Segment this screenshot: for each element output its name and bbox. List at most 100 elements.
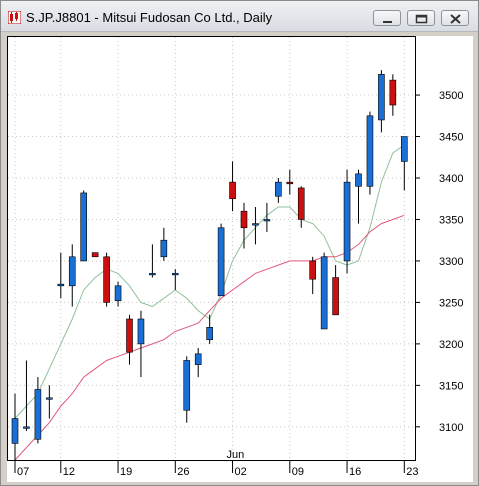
- candle-body-down: [297, 187, 305, 220]
- candle: [297, 186, 305, 228]
- candle-body-up: [378, 74, 385, 121]
- candle-body-down: [240, 210, 248, 229]
- restore-button[interactable]: [407, 10, 435, 26]
- y-tick-label: 3200: [439, 339, 463, 351]
- candle-body-up: [149, 273, 156, 276]
- candle: [23, 360, 30, 431]
- candle: [206, 314, 213, 344]
- candle: [57, 252, 65, 299]
- candle-body-down: [309, 260, 317, 280]
- y-tick-label: 3350: [439, 214, 463, 226]
- candle-body-up: [11, 418, 19, 444]
- candle-body-up: [160, 239, 168, 258]
- candle-body-down: [103, 256, 110, 303]
- restore-icon: [415, 14, 428, 24]
- candle-body-up: [252, 223, 259, 226]
- candle: [400, 136, 408, 191]
- candle-body-up: [114, 285, 122, 302]
- candle-body-up: [57, 283, 65, 287]
- grid-lines: [8, 37, 415, 460]
- chart-app-icon: [8, 11, 21, 24]
- candle: [137, 310, 145, 378]
- candle: [389, 74, 397, 116]
- candle: [46, 385, 53, 419]
- candle-body-up: [46, 397, 53, 400]
- candle: [34, 377, 42, 444]
- candle: [343, 169, 351, 274]
- candle-body-up: [172, 273, 179, 276]
- y-tick-label: 3300: [439, 256, 463, 268]
- candle-body-up: [263, 219, 271, 222]
- candle: [263, 202, 271, 232]
- candle-body-up: [217, 227, 225, 297]
- candle: [149, 244, 156, 278]
- candle: [355, 169, 362, 224]
- x-tick-label: 19: [120, 466, 132, 478]
- candle-body-up: [343, 181, 351, 262]
- x-tick-label: 26: [177, 466, 189, 478]
- minimize-button[interactable]: [373, 10, 401, 26]
- candle-body-up: [400, 136, 408, 162]
- title-bar[interactable]: S.JP.J8801 - Mitsui Fudosan Co Ltd., Dai…: [1, 1, 478, 32]
- candle-body-down: [126, 318, 133, 353]
- candle-body-up: [80, 192, 87, 262]
- candle: [11, 393, 19, 460]
- candle: [183, 356, 191, 423]
- x-tick-label: 09: [292, 466, 304, 478]
- candle-body-down: [286, 181, 294, 185]
- candle: [332, 265, 339, 316]
- candle-body-up: [68, 256, 76, 287]
- date-axis[interactable]: 07 12 19 26 02 09 16 23 Jun: [14, 449, 419, 478]
- candle: [114, 281, 122, 307]
- close-button[interactable]: [441, 10, 469, 26]
- candlestick-chart[interactable]: 3100 3150 3200 3250 3300 3350 3400 3450 3500 07 1…: [7, 36, 473, 482]
- candle-body-down: [332, 277, 339, 316]
- candle: [217, 223, 225, 297]
- candle-body-down: [389, 79, 397, 106]
- candle: [126, 314, 133, 365]
- x-tick-label: 16: [349, 466, 361, 478]
- candle-body-up: [355, 173, 362, 187]
- candles: [11, 70, 408, 460]
- y-tick-label: 3100: [439, 422, 463, 434]
- y-tick-label: 3400: [439, 173, 463, 185]
- month-label: Jun: [227, 449, 245, 461]
- candle: [286, 169, 294, 195]
- candle: [91, 252, 99, 258]
- candle-body-up: [34, 389, 42, 440]
- close-icon: [450, 14, 461, 24]
- candle: [229, 161, 236, 212]
- candle: [309, 256, 317, 295]
- x-tick-label: 07: [17, 466, 29, 478]
- candle: [275, 178, 282, 203]
- candle: [240, 202, 248, 249]
- window-title: S.JP.J8801 - Mitsui Fudosan Co Ltd., Dai…: [26, 10, 273, 25]
- candle-body-up: [206, 326, 213, 341]
- y-tick-label: 3150: [439, 380, 463, 392]
- x-tick-label: 02: [235, 466, 247, 478]
- candle: [172, 269, 179, 290]
- price-axis[interactable]: 3100 3150 3200 3250 3300 3350 3400 3450 3500: [415, 90, 463, 434]
- y-tick-label: 3450: [439, 132, 463, 144]
- candle-body-down: [91, 252, 99, 258]
- candle-body-up: [194, 353, 202, 365]
- candle-body-up: [366, 115, 374, 187]
- candle: [320, 252, 328, 330]
- minimize-icon: [383, 21, 392, 23]
- candle-body-up: [137, 318, 145, 345]
- x-tick-label: 23: [406, 466, 418, 478]
- y-tick-label: 3250: [439, 297, 463, 309]
- candle-body-down: [229, 181, 236, 200]
- candle: [68, 244, 76, 307]
- candle: [103, 252, 110, 307]
- candle-body-up: [23, 426, 30, 429]
- x-tick-label: 12: [63, 466, 75, 478]
- ma-long-line: [14, 214, 405, 461]
- candle: [160, 227, 168, 261]
- candle: [194, 348, 202, 378]
- candle: [80, 190, 87, 262]
- y-tick-label: 3500: [439, 90, 463, 102]
- candle-body-up: [320, 256, 328, 330]
- candle-body-up: [275, 181, 282, 197]
